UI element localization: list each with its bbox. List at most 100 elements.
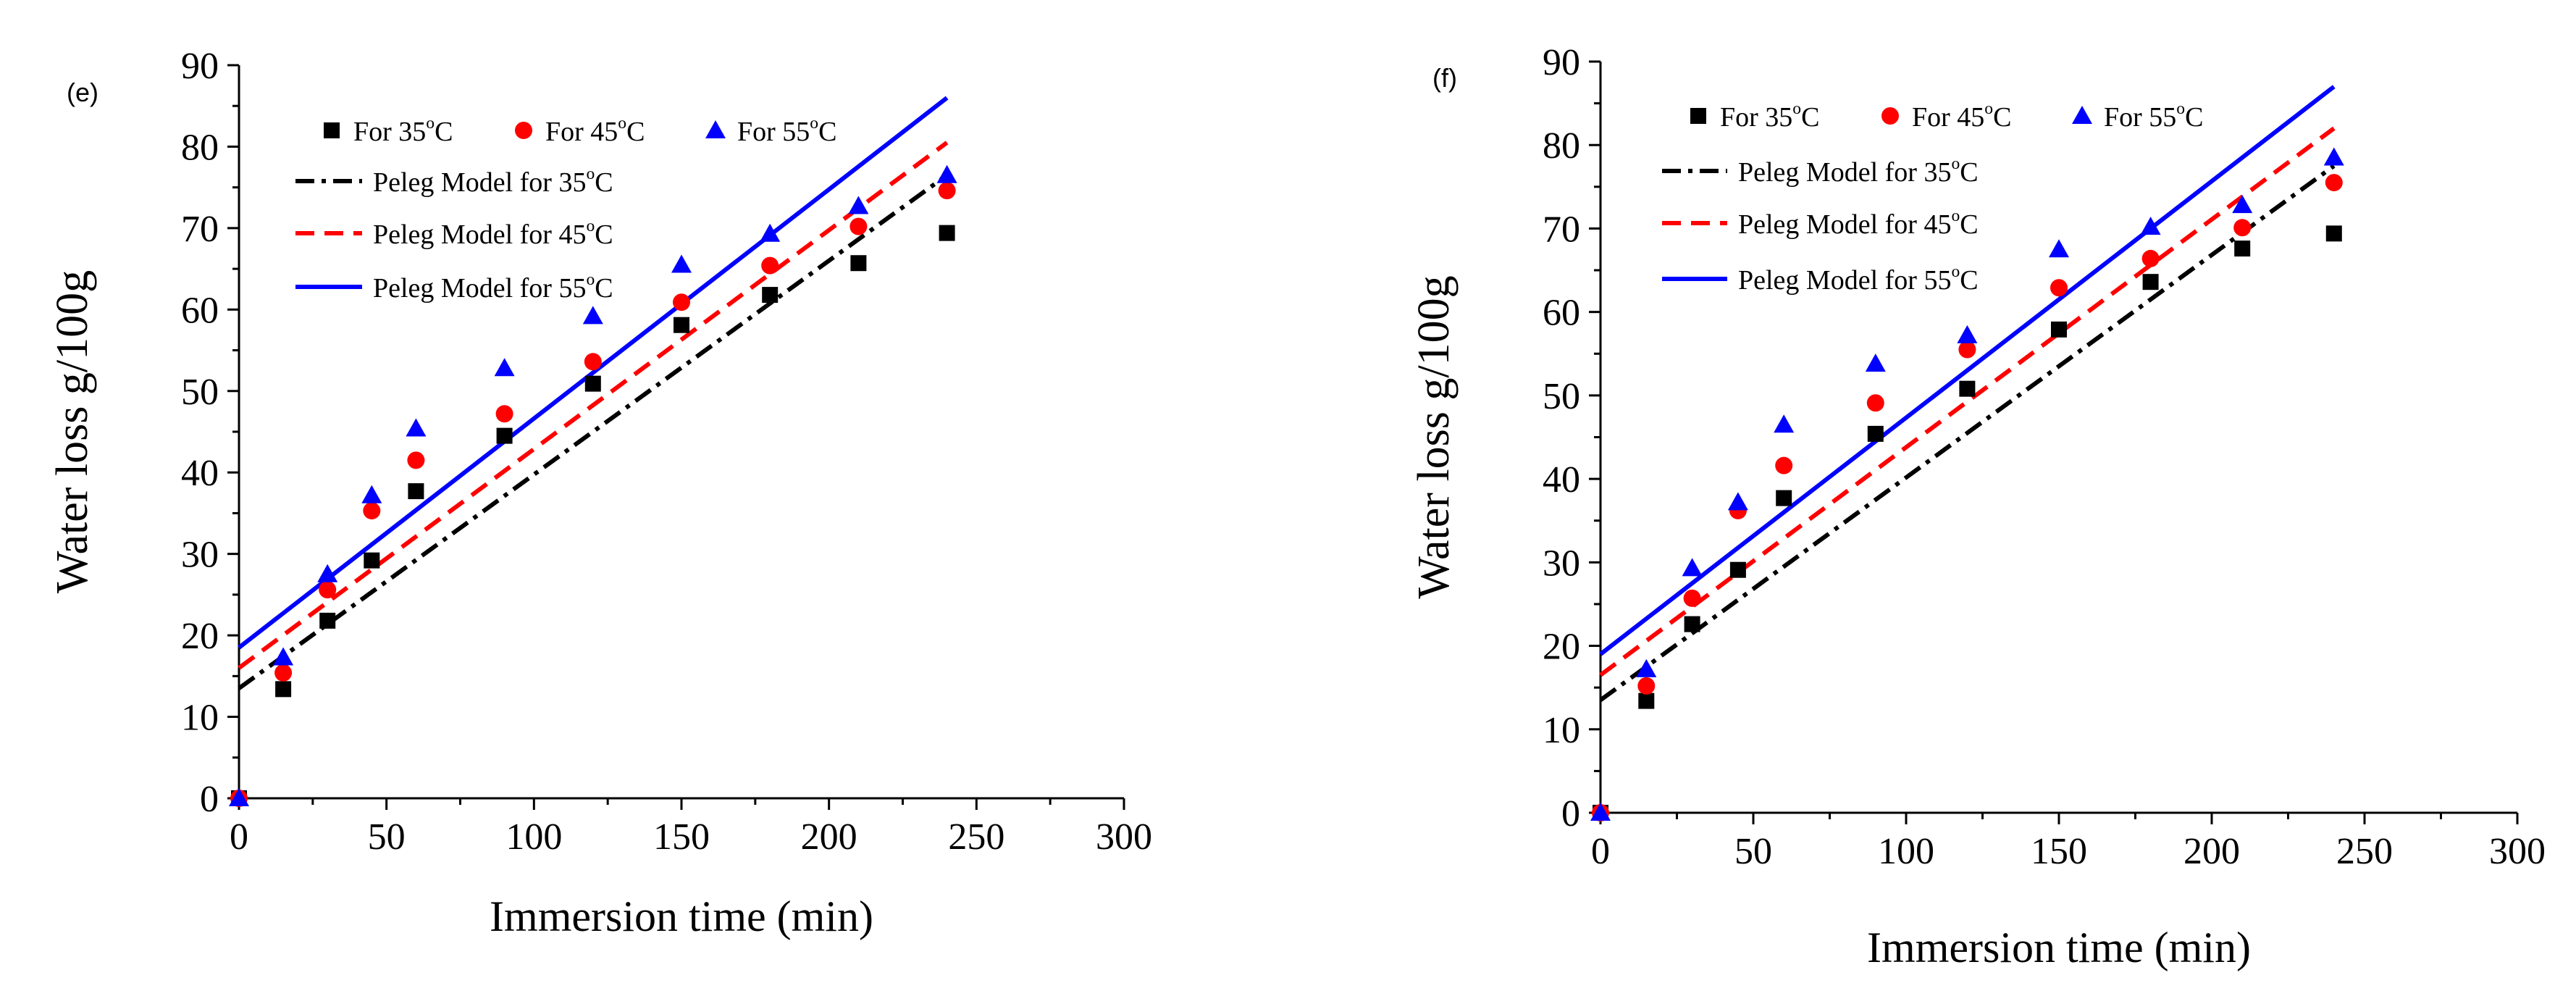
data-point (496, 427, 513, 444)
y-tick-label: 60 (181, 290, 219, 331)
data-point (317, 564, 338, 582)
data-point (274, 664, 293, 682)
x-tick-label: 300 (2489, 831, 2546, 872)
legend-marker (1881, 107, 1899, 125)
y-tick-label: 10 (1543, 710, 1580, 751)
data-point (406, 418, 427, 437)
legend-label: For 55oC (737, 114, 836, 147)
x-tick-label: 150 (2031, 831, 2087, 872)
model-line-55c (1599, 85, 2336, 656)
data-point (1958, 340, 1976, 359)
y-tick-label: 90 (1543, 42, 1580, 83)
panel-label: (f) (1432, 63, 1457, 93)
data-point (2049, 239, 2069, 258)
legend-label: For 35oC (353, 114, 453, 147)
data-point (407, 451, 425, 469)
data-point (938, 182, 956, 200)
data-point (408, 483, 424, 500)
data-point (1684, 616, 1700, 632)
x-tick-label: 300 (1096, 816, 1152, 858)
model-line-45c (238, 141, 949, 670)
legend-label: Peleg Model for 55oC (1738, 262, 1979, 296)
y-tick-label: 20 (1543, 627, 1580, 668)
data-point (1727, 492, 1748, 511)
data-point (1682, 558, 1703, 577)
legend-label: Peleg Model for 35oC (373, 164, 613, 198)
data-point (361, 485, 382, 503)
model-line-35c (238, 173, 949, 690)
data-point (582, 306, 603, 325)
data-point (850, 255, 867, 272)
data-point (1866, 394, 1884, 412)
chart-panel-f: (f) 0 10 20 30 40 50 60 70 80 90 0 50 100 150 200 250 300… (1409, 42, 2546, 971)
legend-marker (2072, 106, 2092, 124)
data-point (1636, 658, 1657, 677)
data-point (229, 788, 249, 806)
data-point (2234, 240, 2251, 257)
panel-label: (e) (67, 78, 98, 107)
series-45c (230, 182, 956, 807)
data-point (584, 375, 601, 392)
x-tick-label: 50 (1734, 831, 1772, 872)
data-point (1729, 561, 1746, 578)
series-55c (1590, 147, 2344, 821)
series-35c (1593, 225, 2342, 821)
legend: For 35oC For 45oC For 55oC Peleg Model for … (1662, 99, 2203, 296)
data-point (1775, 456, 1793, 474)
y-tick-label: 0 (200, 779, 219, 820)
data-point (364, 552, 380, 569)
series-35c (231, 225, 955, 806)
series-45c (1592, 174, 2343, 821)
y-tick-label: 80 (181, 127, 219, 168)
x-tick-label: 100 (505, 816, 562, 858)
x-axis-label: Immersion time (min) (1867, 924, 2251, 971)
model-line-35c (1599, 164, 2336, 702)
data-point (761, 256, 779, 275)
x-tick-label: 250 (2336, 831, 2393, 872)
x-tick-label: 250 (948, 816, 1004, 858)
data-point (1637, 677, 1656, 695)
data-point (673, 293, 690, 311)
data-point (2140, 217, 2161, 235)
y-tick-label: 50 (181, 372, 219, 413)
legend-marker (705, 120, 726, 138)
legend-label: For 45oC (545, 114, 645, 147)
data-point (2141, 249, 2160, 267)
legend-label: For 35oC (1720, 99, 1819, 133)
data-point (1774, 414, 1795, 433)
data-point (1638, 693, 1655, 709)
data-point (2325, 174, 2343, 192)
data-point (495, 405, 513, 423)
chart-panel-e: (e) 0 10 20 30 40 50 60 70 80 90 0 50 100 150 200 250 300… (48, 46, 1152, 940)
y-tick-label: 20 (181, 616, 219, 657)
data-point (1776, 490, 1792, 506)
x-axis-label: Immersion time (min) (490, 892, 873, 940)
data-point (2325, 225, 2342, 242)
y-tick-label: 80 (1543, 125, 1580, 167)
y-tick-label: 30 (1543, 543, 1580, 584)
series-55c (229, 164, 957, 806)
y-tick-label: 40 (181, 453, 219, 494)
y-tick-label: 10 (181, 698, 219, 739)
data-point (2050, 279, 2068, 297)
x-tick-label: 100 (1878, 831, 1934, 872)
data-point (1865, 354, 1886, 372)
data-point (1957, 325, 1978, 343)
data-point (494, 358, 515, 377)
model-line-45c (1599, 126, 2336, 677)
legend: For 35oC For 45oC For 55oC Peleg Model for … (295, 114, 836, 304)
legend-label: Peleg Model for 45oC (373, 217, 613, 250)
data-point (319, 581, 337, 599)
y-tick-label: 50 (1543, 376, 1580, 417)
data-point (849, 217, 868, 235)
data-point (363, 502, 381, 520)
data-point (1683, 589, 1701, 607)
data-point (674, 317, 689, 333)
legend-label: For 55oC (2104, 99, 2203, 133)
data-point (1959, 380, 1976, 397)
data-point (848, 196, 869, 214)
data-point (936, 164, 957, 183)
data-point (1590, 803, 1611, 821)
x-tick-label: 50 (368, 816, 406, 858)
